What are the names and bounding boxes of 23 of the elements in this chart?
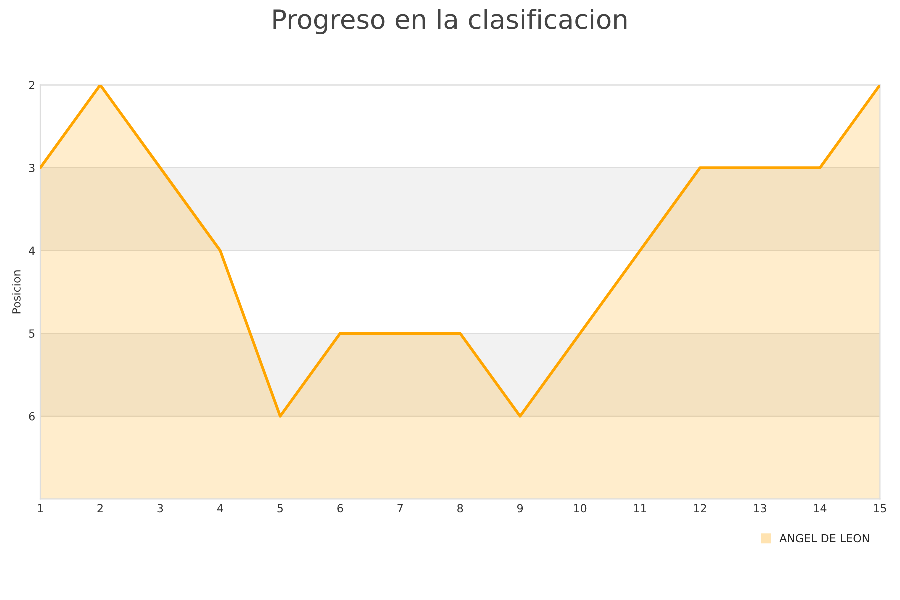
y-tick-label: 2 [29,81,35,90]
y-axis-title: Posicion [12,270,21,314]
x-tick-label: 3 [158,504,164,513]
x-tick-label: 11 [634,504,646,513]
x-tick-label: 9 [517,504,524,513]
y-tick-label: 6 [29,412,35,421]
legend-label: ANGEL DE LEON [780,534,870,543]
x-tick-label: 7 [398,504,403,513]
x-tick-label: 1 [38,504,44,513]
x-tick-label: 13 [754,504,766,513]
chart-title: Progreso en la clasificacion [274,9,627,35]
x-tick-label: 10 [574,504,587,513]
x-tick-label: 4 [217,504,224,513]
x-tick-label: 5 [278,504,283,513]
x-tick-label: 15 [874,504,886,513]
y-tick-label: 4 [29,246,36,256]
x-tick-label: 14 [814,504,827,513]
x-tick-label: 2 [98,504,103,513]
x-tick-label: 12 [694,504,706,513]
y-tick-label: 5 [29,330,35,338]
y-tick-label: 3 [29,164,35,172]
x-tick-label: 6 [338,504,344,513]
x-tick-label: 8 [458,504,464,513]
